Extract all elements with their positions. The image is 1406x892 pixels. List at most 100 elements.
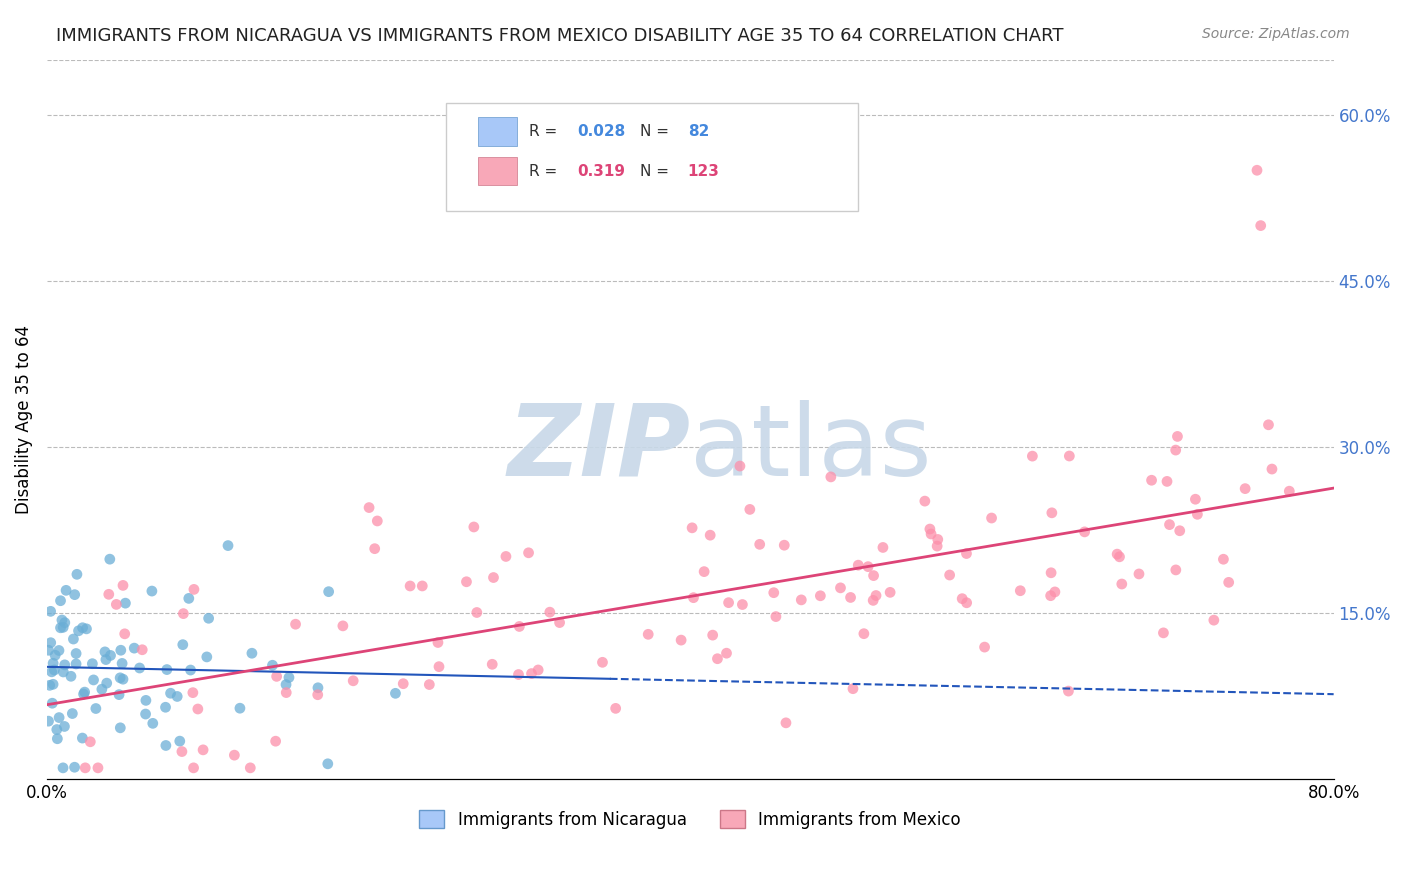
Point xyxy=(217,539,239,553)
Point xyxy=(1010,583,1032,598)
Point xyxy=(135,693,157,707)
Point xyxy=(520,666,543,681)
Point xyxy=(122,641,145,656)
Point xyxy=(357,500,380,515)
Point xyxy=(748,537,770,551)
Point xyxy=(918,522,941,536)
Point xyxy=(830,581,852,595)
Point xyxy=(41,696,63,710)
Point xyxy=(762,585,785,599)
Point xyxy=(114,627,136,641)
Point xyxy=(775,715,797,730)
Point xyxy=(980,511,1002,525)
Point xyxy=(166,690,188,704)
Point xyxy=(426,635,449,649)
Point xyxy=(1111,577,1133,591)
Point xyxy=(318,584,340,599)
Point xyxy=(72,621,94,635)
Text: Source: ZipAtlas.com: Source: ZipAtlas.com xyxy=(1202,27,1350,41)
Point xyxy=(97,587,120,601)
FancyBboxPatch shape xyxy=(446,103,858,211)
Point xyxy=(94,645,117,659)
Point xyxy=(41,665,63,679)
Point xyxy=(1107,547,1129,561)
Point xyxy=(872,541,894,555)
Point xyxy=(1073,524,1095,539)
Point xyxy=(66,567,89,582)
Point xyxy=(702,628,724,642)
Point xyxy=(180,663,202,677)
Point xyxy=(681,521,703,535)
Point xyxy=(592,656,614,670)
Point xyxy=(82,657,104,671)
Point xyxy=(482,570,505,584)
Point xyxy=(773,538,796,552)
Point xyxy=(1043,585,1066,599)
Point xyxy=(1187,508,1209,522)
Point xyxy=(950,591,973,606)
Point xyxy=(973,640,995,654)
Point xyxy=(790,593,813,607)
Point xyxy=(128,661,150,675)
Point xyxy=(738,502,761,516)
Point xyxy=(75,761,97,775)
Point xyxy=(699,528,721,542)
Point xyxy=(73,685,96,699)
Point xyxy=(1166,429,1188,443)
Point xyxy=(637,627,659,641)
Point xyxy=(39,636,62,650)
Point xyxy=(862,568,884,582)
Point xyxy=(53,719,76,733)
Point xyxy=(1039,589,1062,603)
Point xyxy=(187,702,209,716)
Point xyxy=(155,700,177,714)
Text: N =: N = xyxy=(640,124,673,139)
Point xyxy=(1057,684,1080,698)
Point xyxy=(465,606,488,620)
Point xyxy=(240,646,263,660)
FancyBboxPatch shape xyxy=(478,117,516,146)
Point xyxy=(110,643,132,657)
Point xyxy=(669,633,692,648)
Point xyxy=(956,596,979,610)
Point xyxy=(392,676,415,690)
Point xyxy=(495,549,517,564)
Point xyxy=(682,591,704,605)
Point xyxy=(384,686,406,700)
Point xyxy=(852,626,875,640)
Point xyxy=(142,716,165,731)
Point xyxy=(1128,566,1150,581)
Point xyxy=(65,657,87,671)
Point xyxy=(1040,506,1063,520)
Point xyxy=(72,687,94,701)
Point xyxy=(938,568,960,582)
Text: N =: N = xyxy=(640,163,673,178)
Point xyxy=(79,735,101,749)
Point xyxy=(51,613,73,627)
Point xyxy=(1250,219,1272,233)
Point xyxy=(927,539,949,553)
Point xyxy=(1108,549,1130,564)
FancyBboxPatch shape xyxy=(478,157,516,186)
Point xyxy=(839,591,862,605)
Text: ZIP: ZIP xyxy=(508,400,690,497)
Point xyxy=(42,677,65,691)
Point xyxy=(427,659,450,673)
Point xyxy=(717,596,740,610)
Point xyxy=(63,588,86,602)
Point xyxy=(159,686,181,700)
Point xyxy=(332,619,354,633)
Point xyxy=(67,624,90,638)
Point xyxy=(197,611,219,625)
Text: 0.319: 0.319 xyxy=(576,163,626,178)
Point xyxy=(307,681,329,695)
Text: 82: 82 xyxy=(688,124,709,139)
Point xyxy=(44,648,66,663)
Point xyxy=(191,743,214,757)
Point xyxy=(39,604,62,618)
Point xyxy=(1278,484,1301,499)
Point xyxy=(49,621,72,635)
Point xyxy=(177,591,200,606)
Point xyxy=(44,663,66,677)
Point xyxy=(865,589,887,603)
